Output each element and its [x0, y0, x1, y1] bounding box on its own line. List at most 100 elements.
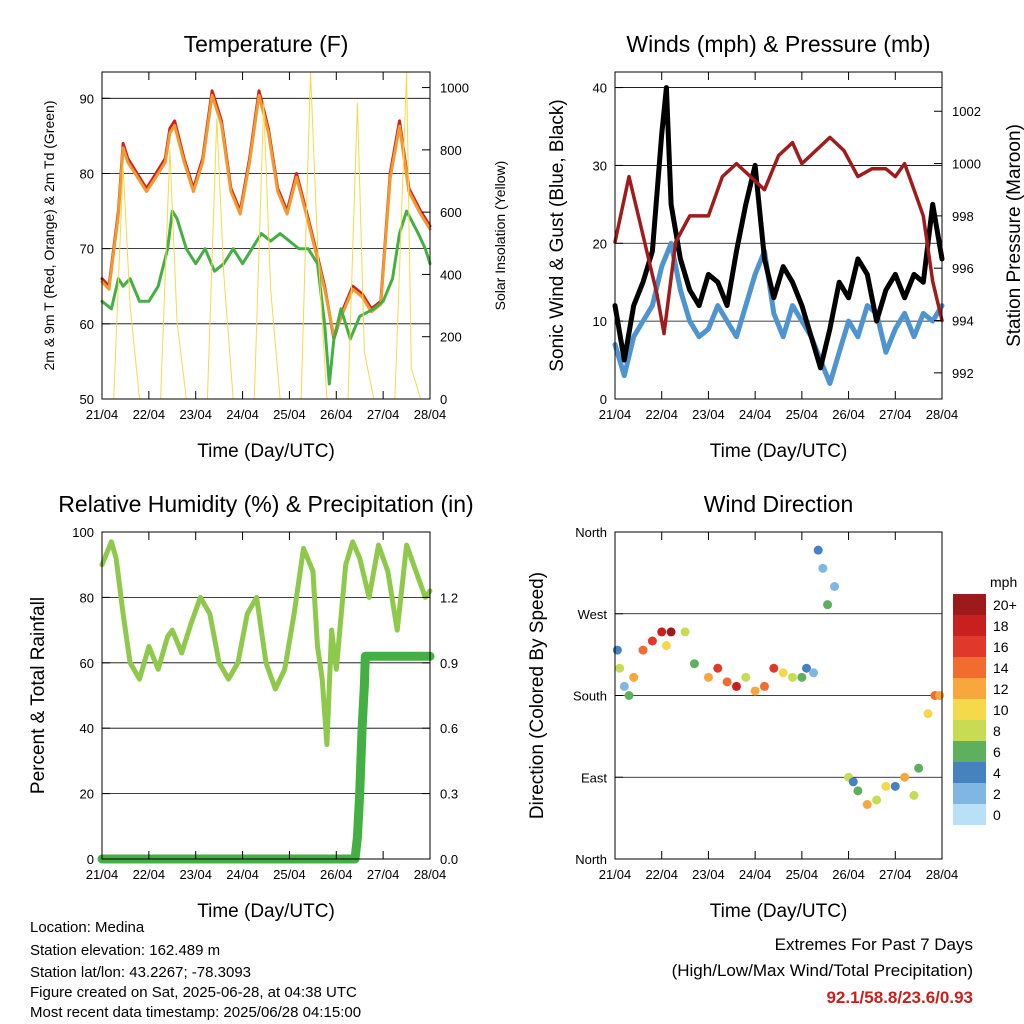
direction-point	[890, 781, 900, 791]
colorbar-swatch	[953, 636, 986, 657]
y-tick-label: North	[575, 525, 607, 540]
y-right-tick-label: 800	[440, 143, 462, 158]
direction-point	[862, 800, 872, 809]
chart-title: Temperature (F)	[184, 31, 349, 57]
direction-point	[750, 686, 760, 696]
x-tick-label: 23/04	[179, 407, 212, 422]
colorbar-swatch	[953, 741, 986, 762]
direction-point	[731, 681, 741, 691]
x-tick-label: 28/04	[414, 407, 447, 422]
x-tick-label: 27/04	[879, 867, 912, 882]
x-tick-label: 25/04	[786, 867, 819, 882]
y-right-tick-label: 0.0	[440, 852, 458, 867]
x-tick-label: 24/04	[226, 867, 259, 882]
y-tick-label: 100	[72, 525, 94, 540]
x-tick-label: 26/04	[832, 867, 865, 882]
direction-point	[741, 672, 751, 682]
x-tick-label: 25/04	[786, 407, 819, 422]
x-tick-label: 22/04	[133, 407, 166, 422]
x-tick-label: 22/04	[645, 867, 678, 882]
y-right-tick-label: 400	[440, 267, 462, 282]
x-tick-label: 25/04	[273, 867, 306, 882]
y-tick-label: West	[578, 607, 608, 622]
y-right-tick-label: 1000	[440, 81, 469, 96]
y-tick-label: 60	[80, 656, 94, 671]
colorbar-swatch	[953, 804, 986, 825]
footer-latlon: Station lat/lon: 43.2267; -78.3093	[30, 964, 252, 981]
series-line-station-pressure	[613, 135, 944, 336]
chart-title: Winds (mph) & Pressure (mb)	[626, 31, 930, 57]
x-tick-label: 27/04	[367, 407, 400, 422]
direction-point	[872, 795, 882, 805]
y-right-tick-label: 1000	[952, 157, 981, 172]
direction-point	[797, 672, 807, 682]
y-tick-label: 50	[80, 392, 94, 407]
colorbar-title: mph	[990, 574, 1017, 590]
colorbar-label: 4	[993, 765, 1001, 781]
y-tick-label: 30	[593, 158, 607, 173]
x-tick-label: 26/04	[832, 407, 865, 422]
y-tick-label: 70	[80, 242, 94, 257]
colorbar-label: 6	[993, 744, 1001, 760]
chart-humidity: 21/04 22/04 23/04 24/04 25/04 26/04 27/04 28/04…	[28, 491, 474, 922]
y-tick-label: 0	[87, 852, 94, 867]
colorbar-label: 14	[993, 660, 1009, 676]
series-line-gust	[612, 85, 945, 371]
footer-location: Location: Medina	[30, 919, 145, 936]
footer-created: Figure created on Sat, 2025-06-28, at 04…	[30, 984, 357, 1001]
colorbar-swatch	[953, 657, 986, 678]
x-tick-label: 23/04	[692, 867, 725, 882]
y-right-axis-label: Solar Insolation (Yellow)	[492, 161, 508, 311]
y-axis-label: Percent & Total Rainfall	[28, 597, 49, 794]
footer-recent: Most recent data timestamp: 2025/06/28 0…	[30, 1004, 362, 1021]
direction-point	[900, 772, 910, 782]
direction-point	[923, 709, 933, 719]
direction-point	[661, 641, 671, 651]
direction-point	[830, 582, 840, 591]
x-tick-label: 23/04	[692, 407, 725, 422]
chart-title: Wind Direction	[704, 491, 854, 517]
chart-wind-direction: 21/04 22/04 23/04 24/04 25/04 26/04 27/04 28/04…	[527, 491, 1017, 922]
x-tick-label: 22/04	[133, 867, 166, 882]
x-tick-label: 28/04	[414, 867, 447, 882]
colorbar-label: 12	[993, 681, 1009, 697]
x-tick-label: 27/04	[879, 407, 912, 422]
plot-frame	[614, 71, 943, 400]
direction-point	[769, 663, 779, 673]
x-tick-label: 21/04	[599, 407, 632, 422]
direction-point	[647, 636, 657, 646]
y-tick-label: 60	[80, 317, 94, 332]
direction-point	[624, 691, 634, 700]
x-axis-label: Time (Day/UTC)	[710, 441, 848, 462]
colorbar-swatch	[953, 762, 986, 783]
direction-point	[619, 681, 629, 691]
y-right-tick-label: 998	[952, 209, 974, 224]
direction-point	[818, 563, 828, 573]
colorbar-label: 10	[993, 702, 1009, 718]
x-axis-label: Time (Day/UTC)	[710, 901, 848, 922]
x-tick-label: 24/04	[739, 407, 772, 422]
colorbar-label: 0	[993, 807, 1001, 823]
colorbar-label: 8	[993, 723, 1001, 739]
direction-point	[809, 668, 819, 678]
y-right-tick-label: 992	[952, 366, 974, 381]
x-axis-label: Time (Day/UTC)	[197, 441, 335, 462]
series-line-sonic-wind	[612, 240, 945, 386]
direction-point	[612, 645, 622, 655]
y-axis-label: 2m & 9m T (Red, Orange) & 2m Td (Green)	[41, 101, 57, 371]
direction-point	[914, 763, 924, 773]
direction-point	[713, 663, 723, 673]
x-tick-label: 27/04	[367, 867, 400, 882]
direction-point	[638, 645, 648, 655]
colorbar-label: 16	[993, 639, 1009, 655]
y-right-tick-label: 996	[952, 261, 974, 276]
direction-point	[935, 691, 945, 700]
series-line-2m-td	[100, 209, 432, 386]
x-tick-label: 21/04	[599, 867, 632, 882]
y-tick-label: 40	[80, 721, 94, 736]
direction-point	[813, 545, 823, 555]
y-right-tick-label: 0.6	[440, 721, 458, 736]
y-axis-label: Direction (Colored By Speed)	[527, 572, 548, 819]
direction-point	[788, 672, 798, 682]
